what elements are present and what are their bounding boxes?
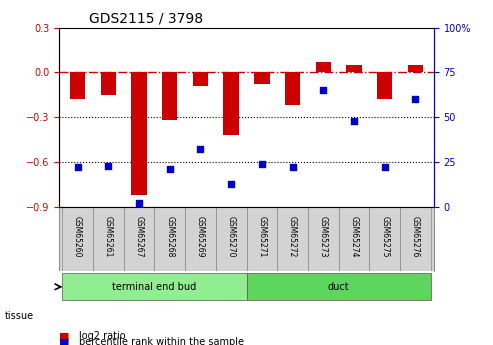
FancyBboxPatch shape <box>185 207 216 271</box>
Text: GSM65270: GSM65270 <box>227 217 236 258</box>
Point <box>319 88 327 93</box>
FancyBboxPatch shape <box>246 207 277 271</box>
FancyBboxPatch shape <box>369 207 400 271</box>
Text: ■: ■ <box>59 332 70 341</box>
Bar <box>223 72 239 135</box>
Text: tissue: tissue <box>5 311 34 321</box>
Text: GSM65269: GSM65269 <box>196 217 205 258</box>
Text: log2 ratio: log2 ratio <box>79 332 126 341</box>
Bar <box>346 65 362 72</box>
FancyBboxPatch shape <box>246 273 431 300</box>
Point <box>288 165 296 170</box>
Bar <box>316 62 331 72</box>
Point <box>227 181 235 186</box>
Point <box>197 147 205 152</box>
FancyBboxPatch shape <box>124 207 154 271</box>
Bar <box>285 72 300 105</box>
Bar <box>193 72 208 86</box>
FancyBboxPatch shape <box>339 207 369 271</box>
Bar <box>101 72 116 95</box>
FancyBboxPatch shape <box>62 273 246 300</box>
Text: GSM65275: GSM65275 <box>380 217 389 258</box>
FancyBboxPatch shape <box>400 207 431 271</box>
Point <box>350 118 358 124</box>
Bar <box>70 72 85 99</box>
Bar <box>162 72 177 120</box>
Text: GSM65272: GSM65272 <box>288 217 297 258</box>
Text: GSM65260: GSM65260 <box>73 217 82 258</box>
Point <box>412 97 420 102</box>
FancyBboxPatch shape <box>154 207 185 271</box>
FancyBboxPatch shape <box>308 207 339 271</box>
Text: terminal end bud: terminal end bud <box>112 282 197 292</box>
Point <box>105 163 112 168</box>
Text: GSM65274: GSM65274 <box>350 217 358 258</box>
Bar <box>131 72 147 195</box>
Point <box>73 165 81 170</box>
Text: percentile rank within the sample: percentile rank within the sample <box>79 337 244 345</box>
Text: duct: duct <box>328 282 350 292</box>
Text: GSM65271: GSM65271 <box>257 217 266 258</box>
Text: ■: ■ <box>59 337 70 345</box>
Point <box>381 165 388 170</box>
Text: GSM65267: GSM65267 <box>135 217 143 258</box>
FancyBboxPatch shape <box>277 207 308 271</box>
Point <box>135 200 143 206</box>
Text: GSM65276: GSM65276 <box>411 217 420 258</box>
FancyBboxPatch shape <box>216 207 246 271</box>
Point <box>166 166 174 172</box>
Point <box>258 161 266 167</box>
Text: GSM65261: GSM65261 <box>104 217 113 258</box>
Text: GDS2115 / 3798: GDS2115 / 3798 <box>89 11 203 25</box>
FancyBboxPatch shape <box>62 207 93 271</box>
Text: GSM65273: GSM65273 <box>319 217 328 258</box>
FancyBboxPatch shape <box>93 207 124 271</box>
Text: GSM65268: GSM65268 <box>165 217 174 258</box>
Bar <box>377 72 392 99</box>
Bar <box>408 65 423 72</box>
Bar <box>254 72 270 85</box>
